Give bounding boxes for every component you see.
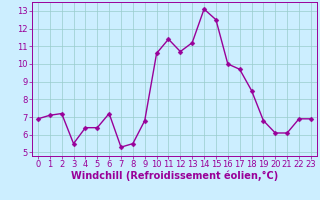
X-axis label: Windchill (Refroidissement éolien,°C): Windchill (Refroidissement éolien,°C) <box>71 171 278 181</box>
